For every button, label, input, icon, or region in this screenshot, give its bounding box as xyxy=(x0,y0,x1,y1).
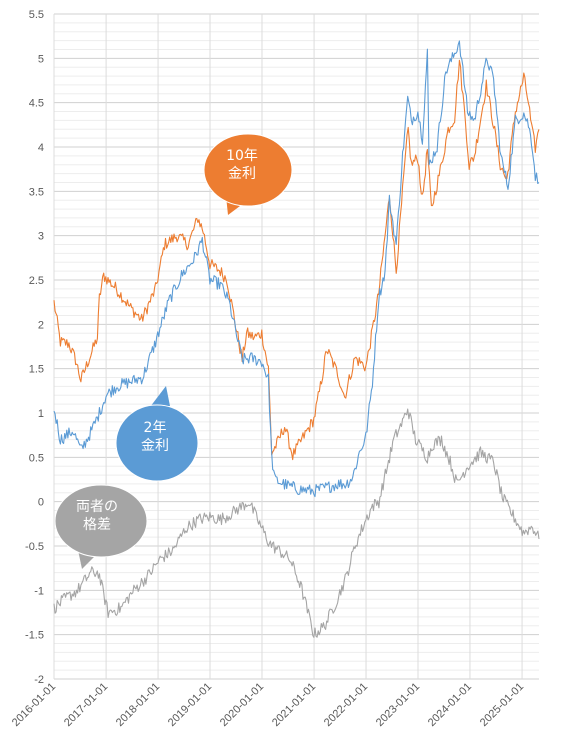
callout-text: 金利 xyxy=(141,438,169,454)
y-tick-label: 1 xyxy=(38,408,44,420)
minor-gridlines xyxy=(54,22,539,671)
y-tick-label: 0 xyxy=(38,497,44,509)
y-tick-label: 5 xyxy=(38,53,44,65)
callout-bubble xyxy=(115,404,199,482)
y-tick-label: 2 xyxy=(38,319,44,331)
series-lines xyxy=(53,40,540,638)
callout-text: 金利 xyxy=(228,166,256,182)
y-tick-label: -1 xyxy=(34,585,44,597)
y-tick-label: 4.5 xyxy=(29,98,44,110)
series-line-2 xyxy=(53,408,540,638)
series-line-0 xyxy=(53,59,540,461)
series-line-1 xyxy=(53,40,540,498)
y-tick-label: 1.5 xyxy=(29,364,44,376)
callout-bubble xyxy=(54,484,148,558)
y-tick-label: 2.5 xyxy=(29,275,44,287)
y-tick-label: 4 xyxy=(38,142,44,154)
callout-text: 両者の xyxy=(76,499,118,515)
y-axis-ticks: 5.5 5 4.5 4 3.5 3 2.5 2 1.5 1 0.5 0 -0.5 -1 -1.5 -2 xyxy=(25,9,44,686)
y-tick-label: 0.5 xyxy=(29,452,44,464)
y-tick-label: -0.5 xyxy=(25,541,44,553)
y-tick-label: 3.5 xyxy=(29,186,44,198)
y-tick-label: 5.5 xyxy=(29,9,44,21)
callout-text: 10年 xyxy=(226,148,258,164)
y-tick-label: 3 xyxy=(38,231,44,243)
callout-text: 格差 xyxy=(83,517,111,533)
callout-tail xyxy=(150,386,170,407)
y-tick-label: -1.5 xyxy=(25,630,44,642)
callout-text: 2年 xyxy=(144,420,167,436)
y-tick-label: -2 xyxy=(34,674,44,686)
callout-bubble xyxy=(203,133,293,207)
